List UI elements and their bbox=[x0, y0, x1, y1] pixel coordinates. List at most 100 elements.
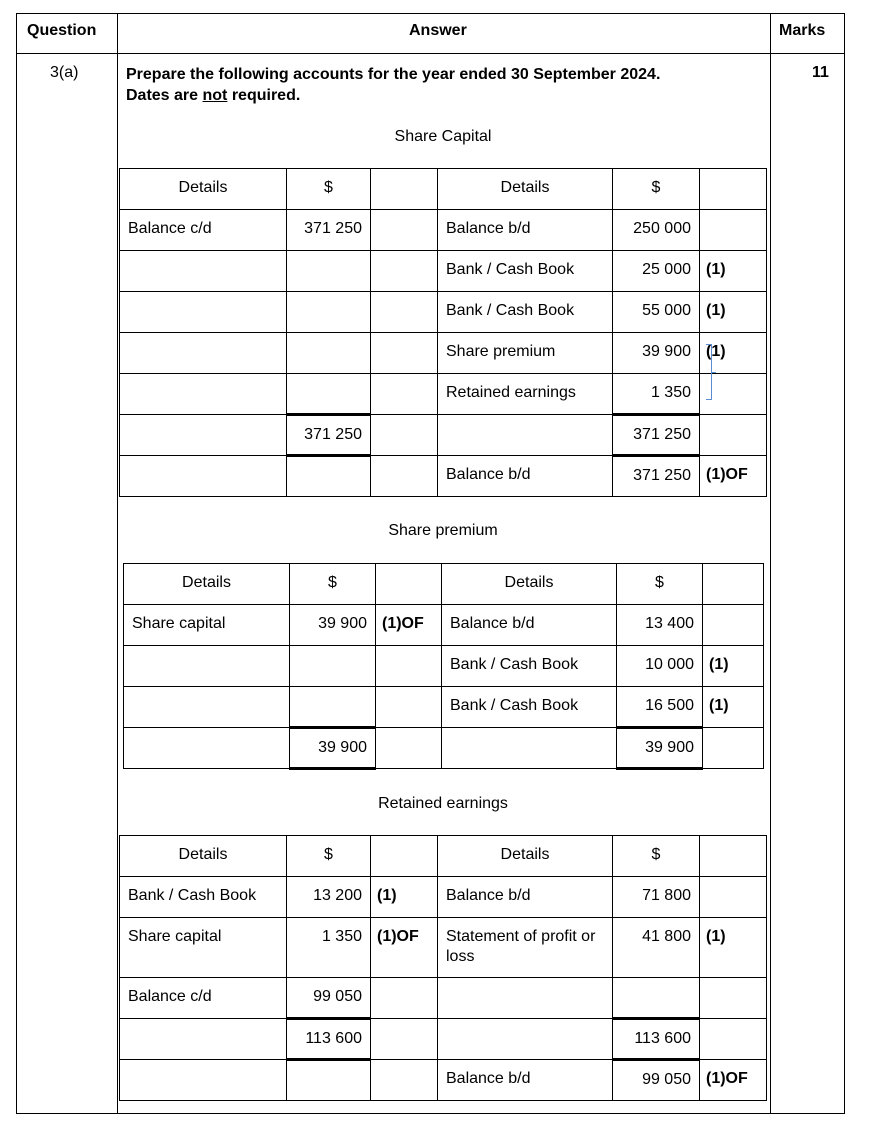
share-premium-account: Details $ Details $ Share capital 39 900 (1)OF… bbox=[123, 563, 764, 770]
credit-mark bbox=[699, 414, 767, 456]
debit-amount bbox=[286, 1059, 371, 1101]
account-title-share-premium: Share premium bbox=[388, 522, 498, 539]
ledger-row: Balance b/d 99 050 (1)OF bbox=[119, 1059, 767, 1101]
credit-amount: 39 900 bbox=[616, 726, 703, 770]
debit-amount bbox=[289, 645, 376, 687]
credit-mark: (1)OF bbox=[699, 455, 767, 497]
debit-mark bbox=[370, 1018, 438, 1060]
debit-details bbox=[119, 414, 287, 456]
column-header-debit-mark bbox=[370, 168, 438, 210]
debit-details bbox=[119, 291, 287, 333]
header-divider bbox=[16, 53, 845, 54]
column-divider bbox=[117, 13, 118, 1114]
debit-amount: 13 200 bbox=[286, 876, 371, 918]
total-marks: 11 bbox=[812, 64, 829, 81]
credit-amount: 71 800 bbox=[612, 876, 700, 918]
debit-amount bbox=[286, 291, 371, 333]
debit-mark bbox=[375, 645, 442, 687]
credit-amount bbox=[612, 977, 700, 1019]
instruction-text: Dates are bbox=[126, 87, 203, 104]
column-header-debit-mark bbox=[375, 563, 442, 605]
credit-mark: (1) bbox=[699, 917, 767, 978]
credit-amount: 39 900 bbox=[612, 332, 700, 374]
account-title-share-capital: Share Capital bbox=[394, 128, 492, 145]
credit-mark bbox=[702, 604, 764, 646]
ledger-row: Retained earnings 1 350 bbox=[119, 373, 767, 415]
credit-mark bbox=[699, 209, 767, 251]
debit-amount bbox=[286, 332, 371, 374]
ledger-row: Bank / Cash Book 10 000 (1) bbox=[123, 645, 764, 687]
header-marks: Marks bbox=[779, 22, 826, 39]
debit-details: Balance c/d bbox=[119, 977, 287, 1019]
debit-mark bbox=[375, 727, 442, 769]
credit-mark: (1)OF bbox=[699, 1059, 767, 1101]
column-header-debit-details: Details bbox=[123, 563, 290, 605]
credit-details: Statement of profit or loss bbox=[437, 917, 613, 978]
column-header-credit-amount: $ bbox=[612, 835, 700, 877]
ledger-row: Bank / Cash Book 25 000 (1) bbox=[119, 250, 767, 292]
debit-amount bbox=[289, 686, 376, 728]
account-title-retained-earnings: Retained earnings bbox=[378, 795, 508, 812]
column-header-credit-amount: $ bbox=[612, 168, 700, 210]
debit-details bbox=[123, 727, 290, 769]
credit-details: Balance b/d bbox=[441, 604, 617, 646]
header-answer: Answer bbox=[409, 22, 467, 39]
credit-mark: (1) bbox=[699, 250, 767, 292]
column-divider bbox=[770, 13, 771, 1114]
credit-mark bbox=[699, 373, 767, 415]
column-header-credit-mark bbox=[699, 835, 767, 877]
credit-details: Balance b/d bbox=[437, 876, 613, 918]
debit-details bbox=[119, 250, 287, 292]
credit-details bbox=[437, 1018, 613, 1060]
ledger-row: Bank / Cash Book 16 500 (1) bbox=[123, 686, 764, 728]
debit-details bbox=[119, 332, 287, 374]
debit-details bbox=[119, 1018, 287, 1060]
share-capital-account: Details $ Details $ Balance c/d 371 250 Balanc… bbox=[119, 168, 767, 497]
instruction: Prepare the following accounts for the y… bbox=[126, 64, 660, 106]
credit-amount: 41 800 bbox=[612, 917, 700, 978]
credit-amount: 10 000 bbox=[616, 645, 703, 687]
question-number: 3(a) bbox=[50, 64, 79, 81]
debit-amount: 39 900 bbox=[289, 726, 376, 770]
column-header-debit-mark bbox=[370, 835, 438, 877]
debit-details bbox=[119, 1059, 287, 1101]
debit-details bbox=[123, 686, 290, 728]
column-header-debit-details: Details bbox=[119, 835, 287, 877]
retained-earnings-account: Details $ Details $ Bank / Cash Book 13 200 (1… bbox=[119, 835, 767, 1101]
instruction-emphasis: not bbox=[202, 87, 228, 104]
column-header-debit-amount: $ bbox=[289, 563, 376, 605]
debit-mark bbox=[370, 373, 438, 415]
column-header-debit-amount: $ bbox=[286, 168, 371, 210]
credit-mark bbox=[699, 977, 767, 1019]
mark-scheme-table bbox=[16, 13, 845, 1114]
credit-amount: 371 250 bbox=[612, 413, 700, 457]
credit-amount: 371 250 bbox=[612, 455, 700, 497]
ledger-row: Share premium 39 900 (1) bbox=[119, 332, 767, 374]
credit-mark bbox=[699, 876, 767, 918]
credit-mark: (1) bbox=[702, 686, 764, 728]
instruction-text: required. bbox=[227, 87, 301, 104]
ledger-row: Share capital 1 350 (1)OF Statement of prof… bbox=[119, 917, 767, 978]
column-header-credit-mark bbox=[702, 563, 764, 605]
debit-mark bbox=[375, 686, 442, 728]
total-row: 371 250 371 250 bbox=[119, 413, 767, 457]
column-header-debit-details: Details bbox=[119, 168, 287, 210]
credit-details: Retained earnings bbox=[437, 373, 613, 415]
debit-details bbox=[119, 373, 287, 415]
debit-details: Bank / Cash Book bbox=[119, 876, 287, 918]
credit-amount: 13 400 bbox=[616, 604, 703, 646]
ledger-row: Balance c/d 99 050 bbox=[119, 977, 767, 1019]
debit-amount: 1 350 bbox=[286, 917, 371, 978]
debit-mark bbox=[370, 977, 438, 1019]
debit-mark: (1) bbox=[370, 876, 438, 918]
credit-details bbox=[437, 414, 613, 456]
debit-mark bbox=[370, 250, 438, 292]
credit-mark: (1) bbox=[702, 645, 764, 687]
debit-mark: (1)OF bbox=[370, 917, 438, 978]
credit-details: Bank / Cash Book bbox=[437, 250, 613, 292]
credit-details: Share premium bbox=[437, 332, 613, 374]
credit-mark bbox=[699, 1018, 767, 1060]
ledger-row: Bank / Cash Book 55 000 (1) bbox=[119, 291, 767, 333]
column-header-credit-details: Details bbox=[437, 168, 613, 210]
credit-details: Bank / Cash Book bbox=[441, 645, 617, 687]
